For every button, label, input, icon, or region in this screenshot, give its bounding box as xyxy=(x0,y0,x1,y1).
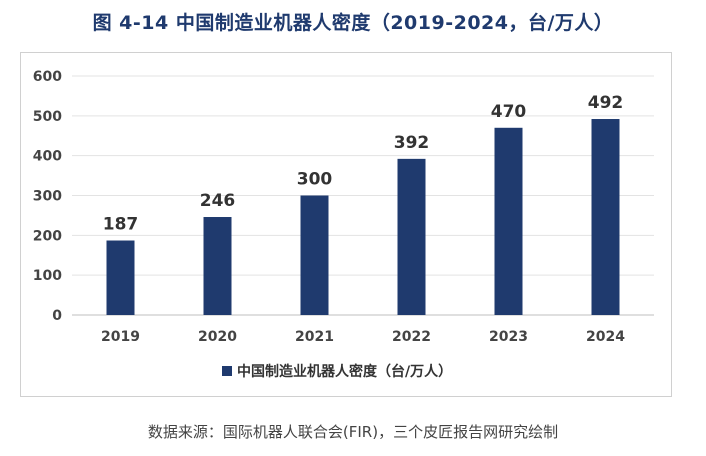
x-tick-label: 2019 xyxy=(101,329,140,345)
x-tick-label: 2021 xyxy=(295,329,334,345)
data-label-2022: 392 xyxy=(394,133,430,153)
bar-2022 xyxy=(397,158,426,315)
y-tick-label: 0 xyxy=(52,308,62,324)
gridlines xyxy=(72,75,654,316)
bars xyxy=(106,119,620,316)
x-tick-label: 2024 xyxy=(586,329,625,345)
bar-2023 xyxy=(494,127,523,316)
data-label-2019: 187 xyxy=(103,215,139,235)
x-tick-label: 2022 xyxy=(392,329,431,345)
data-label-2020: 246 xyxy=(200,191,236,211)
x-tick-label: 2023 xyxy=(489,329,528,345)
y-tick-label: 200 xyxy=(33,228,62,244)
legend: 中国制造业机器人密度（台/万人） xyxy=(222,363,452,380)
source-note: 数据来源：国际机器人联合会(FIR)，三个皮匠报告网研究绘制 xyxy=(147,423,559,441)
bar-2024 xyxy=(591,119,620,316)
legend-swatch xyxy=(222,366,232,376)
bar-2020 xyxy=(203,217,232,315)
data-label-2023: 470 xyxy=(491,102,527,122)
x-axis-ticks: 2019 2020 2021 2022 2023 2024 xyxy=(101,329,625,345)
y-tick-label: 400 xyxy=(33,149,62,165)
y-tick-label: 600 xyxy=(33,69,62,85)
bar-2019 xyxy=(106,240,135,315)
x-tick-label: 2020 xyxy=(198,329,237,345)
y-tick-label: 300 xyxy=(33,189,62,205)
data-labels: 187 246 300 392 470 492 xyxy=(103,93,624,234)
y-axis-ticks: 0 100 200 300 400 500 600 xyxy=(33,69,62,324)
chart-area xyxy=(20,52,672,397)
legend-label: 中国制造业机器人密度（台/万人） xyxy=(237,363,452,380)
data-label-2024: 492 xyxy=(588,93,624,113)
y-tick-label: 500 xyxy=(33,109,62,125)
figure-title: 图 4-14 中国制造业机器人密度（2019-2024，台/万人） xyxy=(92,12,614,34)
data-label-2021: 300 xyxy=(297,170,333,190)
bar-2021 xyxy=(300,195,329,315)
y-tick-label: 100 xyxy=(33,268,62,284)
